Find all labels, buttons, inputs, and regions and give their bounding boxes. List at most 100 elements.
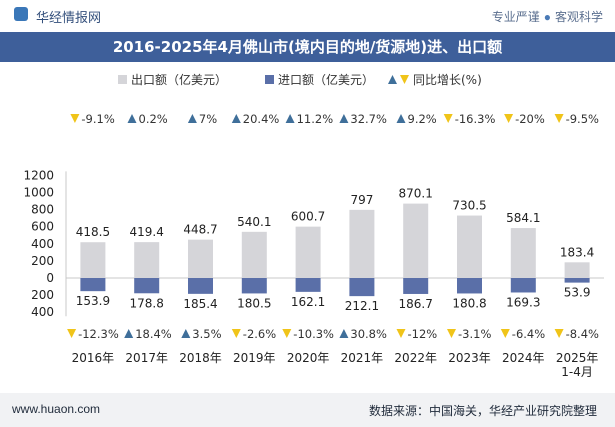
export-value-label: 600.7 <box>291 210 325 224</box>
down-arrow-icon <box>396 329 406 338</box>
export-value-label: 418.5 <box>76 225 110 239</box>
tagline-separator: ● <box>543 10 551 24</box>
x-tick-label: 2018年 <box>179 351 222 365</box>
export-value-label: 870.1 <box>399 187 433 201</box>
export-yoy-label: 11.2% <box>297 112 334 126</box>
import-bar[interactable] <box>564 278 590 283</box>
y-tick-label: 800 <box>31 203 54 217</box>
export-value-label: 540.1 <box>237 215 271 229</box>
down-arrow-icon <box>443 114 453 123</box>
import-yoy-label: 18.4% <box>135 327 172 341</box>
down-arrow-icon <box>231 329 241 338</box>
import-yoy-label: -6.4% <box>512 327 545 341</box>
title-bar: 2016-2025年4月佛山市(境内目的地/货源地)进、出口额 <box>0 32 615 62</box>
y-tick-label: 600 <box>31 220 54 234</box>
up-arrow-icon <box>127 114 137 123</box>
export-bar[interactable] <box>457 215 482 278</box>
y-tick-label: 1200 <box>23 168 54 182</box>
y-tick-label: 200 <box>31 254 54 268</box>
import-bar[interactable] <box>403 278 429 294</box>
tagline-part-1: 专业严谨 <box>491 10 540 24</box>
legend-swatch-export <box>118 75 127 84</box>
import-yoy-item: -8.4% <box>554 327 599 341</box>
import-value-label: 178.8 <box>130 296 164 310</box>
import-yoy-item: -2.6% <box>231 327 276 341</box>
chart-legend: 出口额（亿美元） 进口额（亿美元） 同比增长(%) <box>118 72 482 87</box>
import-value-label: 185.4 <box>183 297 217 311</box>
x-tick-label: 2019年 <box>233 351 276 365</box>
import-yoy-label: -8.4% <box>566 327 599 341</box>
export-yoy-label: 0.2% <box>139 112 168 126</box>
up-arrow-icon <box>285 114 295 123</box>
import-value-label: 169.3 <box>506 295 540 309</box>
site-name: 华经情报网 <box>36 10 102 25</box>
export-yoy-item: -20% <box>504 112 545 126</box>
down-arrow-icon <box>447 329 456 338</box>
legend-item-export[interactable]: 出口额（亿美元） <box>118 72 227 87</box>
import-yoy-label: -12.3% <box>78 327 119 341</box>
export-bar[interactable] <box>241 231 267 278</box>
export-yoy-label: 9.2% <box>408 112 437 126</box>
y-tick-label: 200 <box>31 288 54 302</box>
export-yoy-label: 7% <box>199 112 217 126</box>
import-yoy-item: -10.3% <box>282 327 334 341</box>
export-bar[interactable] <box>564 262 590 278</box>
export-yoy-item: 0.2% <box>127 112 168 126</box>
export-bar[interactable] <box>134 242 160 278</box>
import-yoy-item: 18.4% <box>124 327 172 341</box>
export-yoy-label: -16.3% <box>455 112 496 126</box>
down-arrow-icon <box>554 329 564 338</box>
import-yoy-item: 30.8% <box>339 327 387 341</box>
import-yoy-label: -12% <box>408 327 438 341</box>
x-tick-label: 2016年 <box>72 351 115 365</box>
bar-group <box>80 203 590 297</box>
import-yoy-label: -3.1% <box>458 327 491 341</box>
x-tick-label: 2023年 <box>448 351 491 365</box>
import-bar[interactable] <box>510 278 536 293</box>
down-arrow-icon <box>282 329 292 338</box>
export-bar[interactable] <box>349 209 375 278</box>
import-bar[interactable] <box>188 278 213 294</box>
export-yoy-item: -9.5% <box>554 112 599 126</box>
import-yoy-item: -12% <box>396 327 438 341</box>
export-value-label: 730.5 <box>452 199 486 213</box>
import-yoy-item: 3.5% <box>181 327 222 341</box>
x-tick-label: 2020年 <box>287 351 330 365</box>
y-tick-label: 400 <box>31 305 54 319</box>
export-bar[interactable] <box>510 228 536 278</box>
import-bar[interactable] <box>80 278 106 292</box>
footer-website[interactable]: www.huaon.com <box>12 402 101 416</box>
import-value-label: 180.5 <box>237 296 271 310</box>
import-yoy-item: -6.4% <box>500 327 545 341</box>
export-yoy-item: 11.2% <box>285 112 334 126</box>
legend-up-icon <box>388 75 397 84</box>
import-bar[interactable] <box>349 278 375 297</box>
export-bar[interactable] <box>295 226 321 278</box>
y-tick-label: 400 <box>31 237 54 251</box>
y-tick-label: 0 <box>46 271 54 285</box>
export-value-label: 797 <box>350 193 373 207</box>
import-yoy-label: -10.3% <box>293 327 334 341</box>
export-bar[interactable] <box>188 239 213 278</box>
value-labels: 418.5 153.9 419.4 178.8 448.7 185.4 540.1 180.5… <box>76 187 595 314</box>
import-yoy-label: -2.6% <box>243 327 276 341</box>
footer-source: 数据来源：中国海关，华经产业研究院整理 <box>368 404 597 418</box>
import-bar[interactable] <box>241 278 267 294</box>
export-yoy-label: 32.7% <box>350 112 387 126</box>
export-bar[interactable] <box>80 242 106 278</box>
legend-label-import: 进口额（亿美元） <box>278 72 374 87</box>
legend-item-import[interactable]: 进口额（亿美元） <box>265 72 374 87</box>
export-value-label: 183.4 <box>560 245 594 259</box>
import-value-label: 180.8 <box>452 296 486 310</box>
up-arrow-icon <box>339 329 349 338</box>
export-yoy-label: -20% <box>515 112 545 126</box>
import-bar[interactable] <box>134 278 160 294</box>
export-value-label: 584.1 <box>506 211 540 225</box>
import-bar[interactable] <box>457 278 482 294</box>
import-bar[interactable] <box>295 278 321 292</box>
export-bar[interactable] <box>403 203 429 278</box>
export-yoy-item: -9.1% <box>70 112 115 126</box>
legend-item-yoy[interactable]: 同比增长(%) <box>388 73 482 87</box>
x-tick-label: 2017年 <box>125 351 168 365</box>
